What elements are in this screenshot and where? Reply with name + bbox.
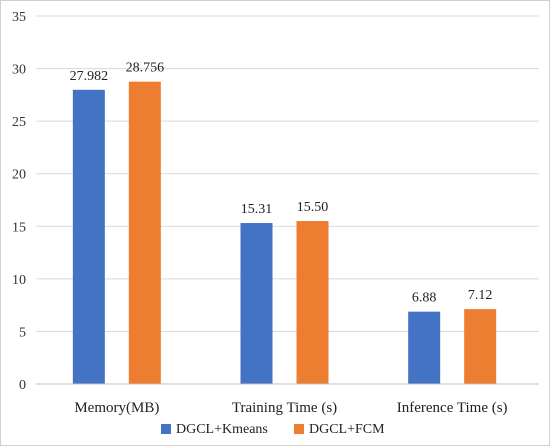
bar	[408, 311, 441, 384]
y-tick-label: 5	[19, 325, 26, 340]
y-axis: 0 5 10 15 20 25 30 35	[12, 10, 26, 393]
y-tick-label: 35	[12, 10, 26, 25]
bar	[240, 223, 273, 384]
x-tick-label: Memory(MB)	[74, 400, 159, 416]
y-tick-label: 0	[19, 378, 26, 393]
data-labels: 27.982 28.756 15.31 15.50 6.88 7.12	[70, 61, 493, 306]
y-tick-label: 20	[12, 168, 26, 183]
bars	[72, 81, 497, 385]
data-label: 15.31	[241, 202, 273, 217]
x-tick-label: Inference Time (s)	[397, 400, 508, 416]
data-label: 15.50	[297, 200, 329, 215]
data-label: 6.88	[412, 291, 437, 306]
x-tick-label: Training Time (s)	[232, 400, 337, 416]
y-tick-label: 10	[12, 273, 26, 288]
x-axis: Memory(MB) Training Time (s) Inference Tim…	[36, 383, 539, 416]
legend: DGCL+Kmeans DGCL+FCM	[161, 422, 385, 437]
y-tick-label: 30	[12, 63, 26, 78]
y-tick-label: 15	[12, 220, 26, 235]
data-label: 27.982	[70, 69, 109, 84]
y-tick-label: 25	[12, 115, 26, 130]
bar	[128, 81, 161, 385]
legend-swatch	[161, 424, 171, 434]
bar	[296, 221, 329, 384]
bar	[72, 89, 105, 385]
bar	[464, 309, 497, 384]
legend-label: DGCL+FCM	[309, 422, 385, 437]
legend-label: DGCL+Kmeans	[176, 422, 268, 437]
data-label: 28.756	[126, 61, 165, 76]
data-label: 7.12	[468, 288, 493, 303]
grid-lines	[36, 15, 539, 332]
legend-swatch	[294, 424, 304, 434]
